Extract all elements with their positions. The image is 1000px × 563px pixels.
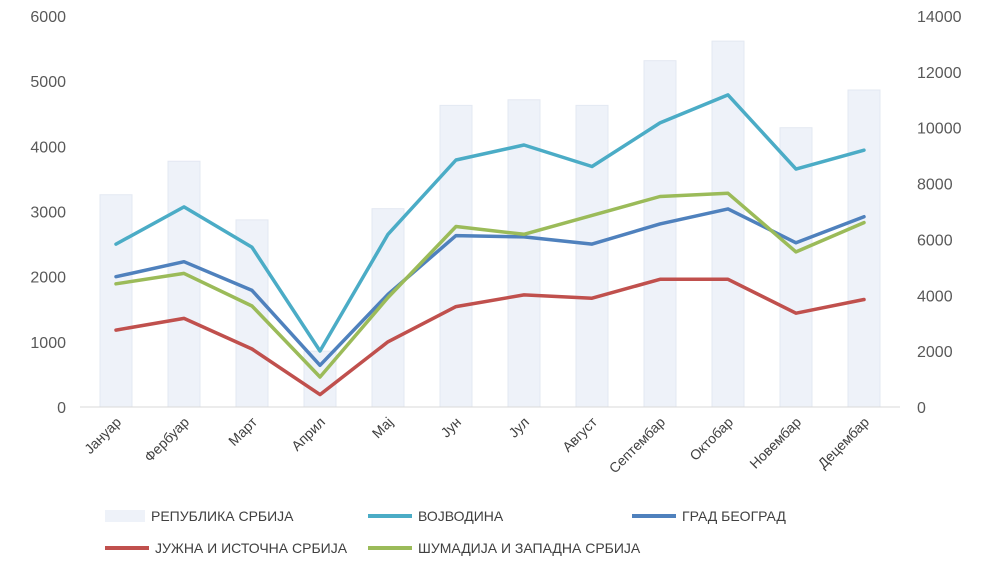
category-label: Април (288, 414, 328, 454)
series-line-3 (114, 277, 866, 397)
legend-label-grad-beograd: ГРАД БЕОГРАД (682, 508, 786, 524)
left-tick-label: 0 (57, 400, 66, 417)
category-label: Јул (505, 414, 532, 441)
bar-10 (779, 127, 813, 408)
category-label: Мај (369, 414, 396, 441)
right-tick-label: 8000 (917, 177, 953, 194)
right-tick-label: 14000 (917, 9, 962, 26)
category-label: Јануар (81, 414, 124, 457)
category-label: Октобар (686, 414, 736, 464)
right-tick-label: 0 (917, 400, 926, 417)
right-tick-label: 2000 (917, 344, 953, 361)
legend-label-republika-srbija: РЕПУБЛИКА СРБИЈА (151, 508, 294, 524)
bar-8 (643, 60, 677, 408)
category-label: Новембар (746, 414, 804, 472)
series-line-2 (114, 207, 866, 368)
left-tick-label: 1000 (30, 335, 66, 352)
bar-3 (303, 350, 337, 408)
left-axis-ticks: 0 1000 2000 3000 4000 5000 6000 (30, 9, 66, 417)
bar-1 (167, 160, 201, 408)
series-line-4 (114, 191, 866, 379)
left-tick-label: 6000 (30, 9, 66, 26)
category-labels: Јануар Фербуар Март Април Мај Јун Јул Август Сеп… (81, 413, 872, 476)
right-tick-label: 4000 (917, 288, 953, 305)
left-tick-label: 3000 (30, 205, 66, 222)
bar-5 (439, 104, 473, 408)
bar-11 (847, 89, 881, 408)
legend-swatch-sumadija-i-zapadna (368, 546, 412, 550)
line-series-group (114, 93, 866, 397)
bar-9 (711, 40, 745, 408)
bar-2 (235, 219, 269, 408)
legend-item-juzna-i-istocna: ЈУЖНА И ИСТОЧНА СРБИЈА (105, 540, 347, 556)
legend-swatch-grad-beograd (632, 514, 676, 518)
left-tick-label: 5000 (30, 74, 66, 91)
legend-item-vojvodina: ВОЈВОДИНА (368, 508, 503, 524)
legend-label-vojvodina: ВОЈВОДИНА (418, 508, 504, 524)
legend-swatch-vojvodina (368, 514, 412, 518)
category-label: Септембар (606, 414, 669, 477)
left-tick-label: 4000 (30, 139, 66, 156)
category-label: Децембар (814, 414, 872, 472)
category-label: Март (225, 413, 260, 448)
bar-7 (575, 104, 609, 408)
legend-item-sumadija-i-zapadna: ШУМАДИЈА И ЗАПАДНА СРБИЈА (368, 540, 640, 556)
left-tick-label: 2000 (30, 270, 66, 287)
legend-swatch-juzna-i-istocna (105, 546, 149, 550)
bar-0 (99, 194, 133, 408)
category-label: Август (559, 413, 601, 455)
right-tick-label: 6000 (917, 232, 953, 249)
legend-item-grad-beograd: ГРАД БЕОГРАД (632, 508, 786, 524)
bar-series-republika-srbija (99, 40, 881, 408)
series-line-1 (114, 93, 866, 353)
right-axis-ticks: 0 2000 4000 6000 8000 10000 12000 14000 (917, 9, 962, 417)
legend-label-sumadija-i-zapadna: ШУМАДИЈА И ЗАПАДНА СРБИЈА (418, 540, 641, 556)
right-tick-label: 10000 (917, 121, 962, 138)
right-tick-label: 12000 (917, 65, 962, 82)
category-label: Фербуар (141, 414, 192, 465)
category-label: Јун (437, 414, 464, 441)
legend-swatch-republika-srbija (105, 510, 145, 522)
legend-item-republika-srbija: РЕПУБЛИКА СРБИЈА (105, 508, 294, 524)
legend-label-juzna-i-istocna: ЈУЖНА И ИСТОЧНА СРБИЈА (155, 540, 348, 556)
